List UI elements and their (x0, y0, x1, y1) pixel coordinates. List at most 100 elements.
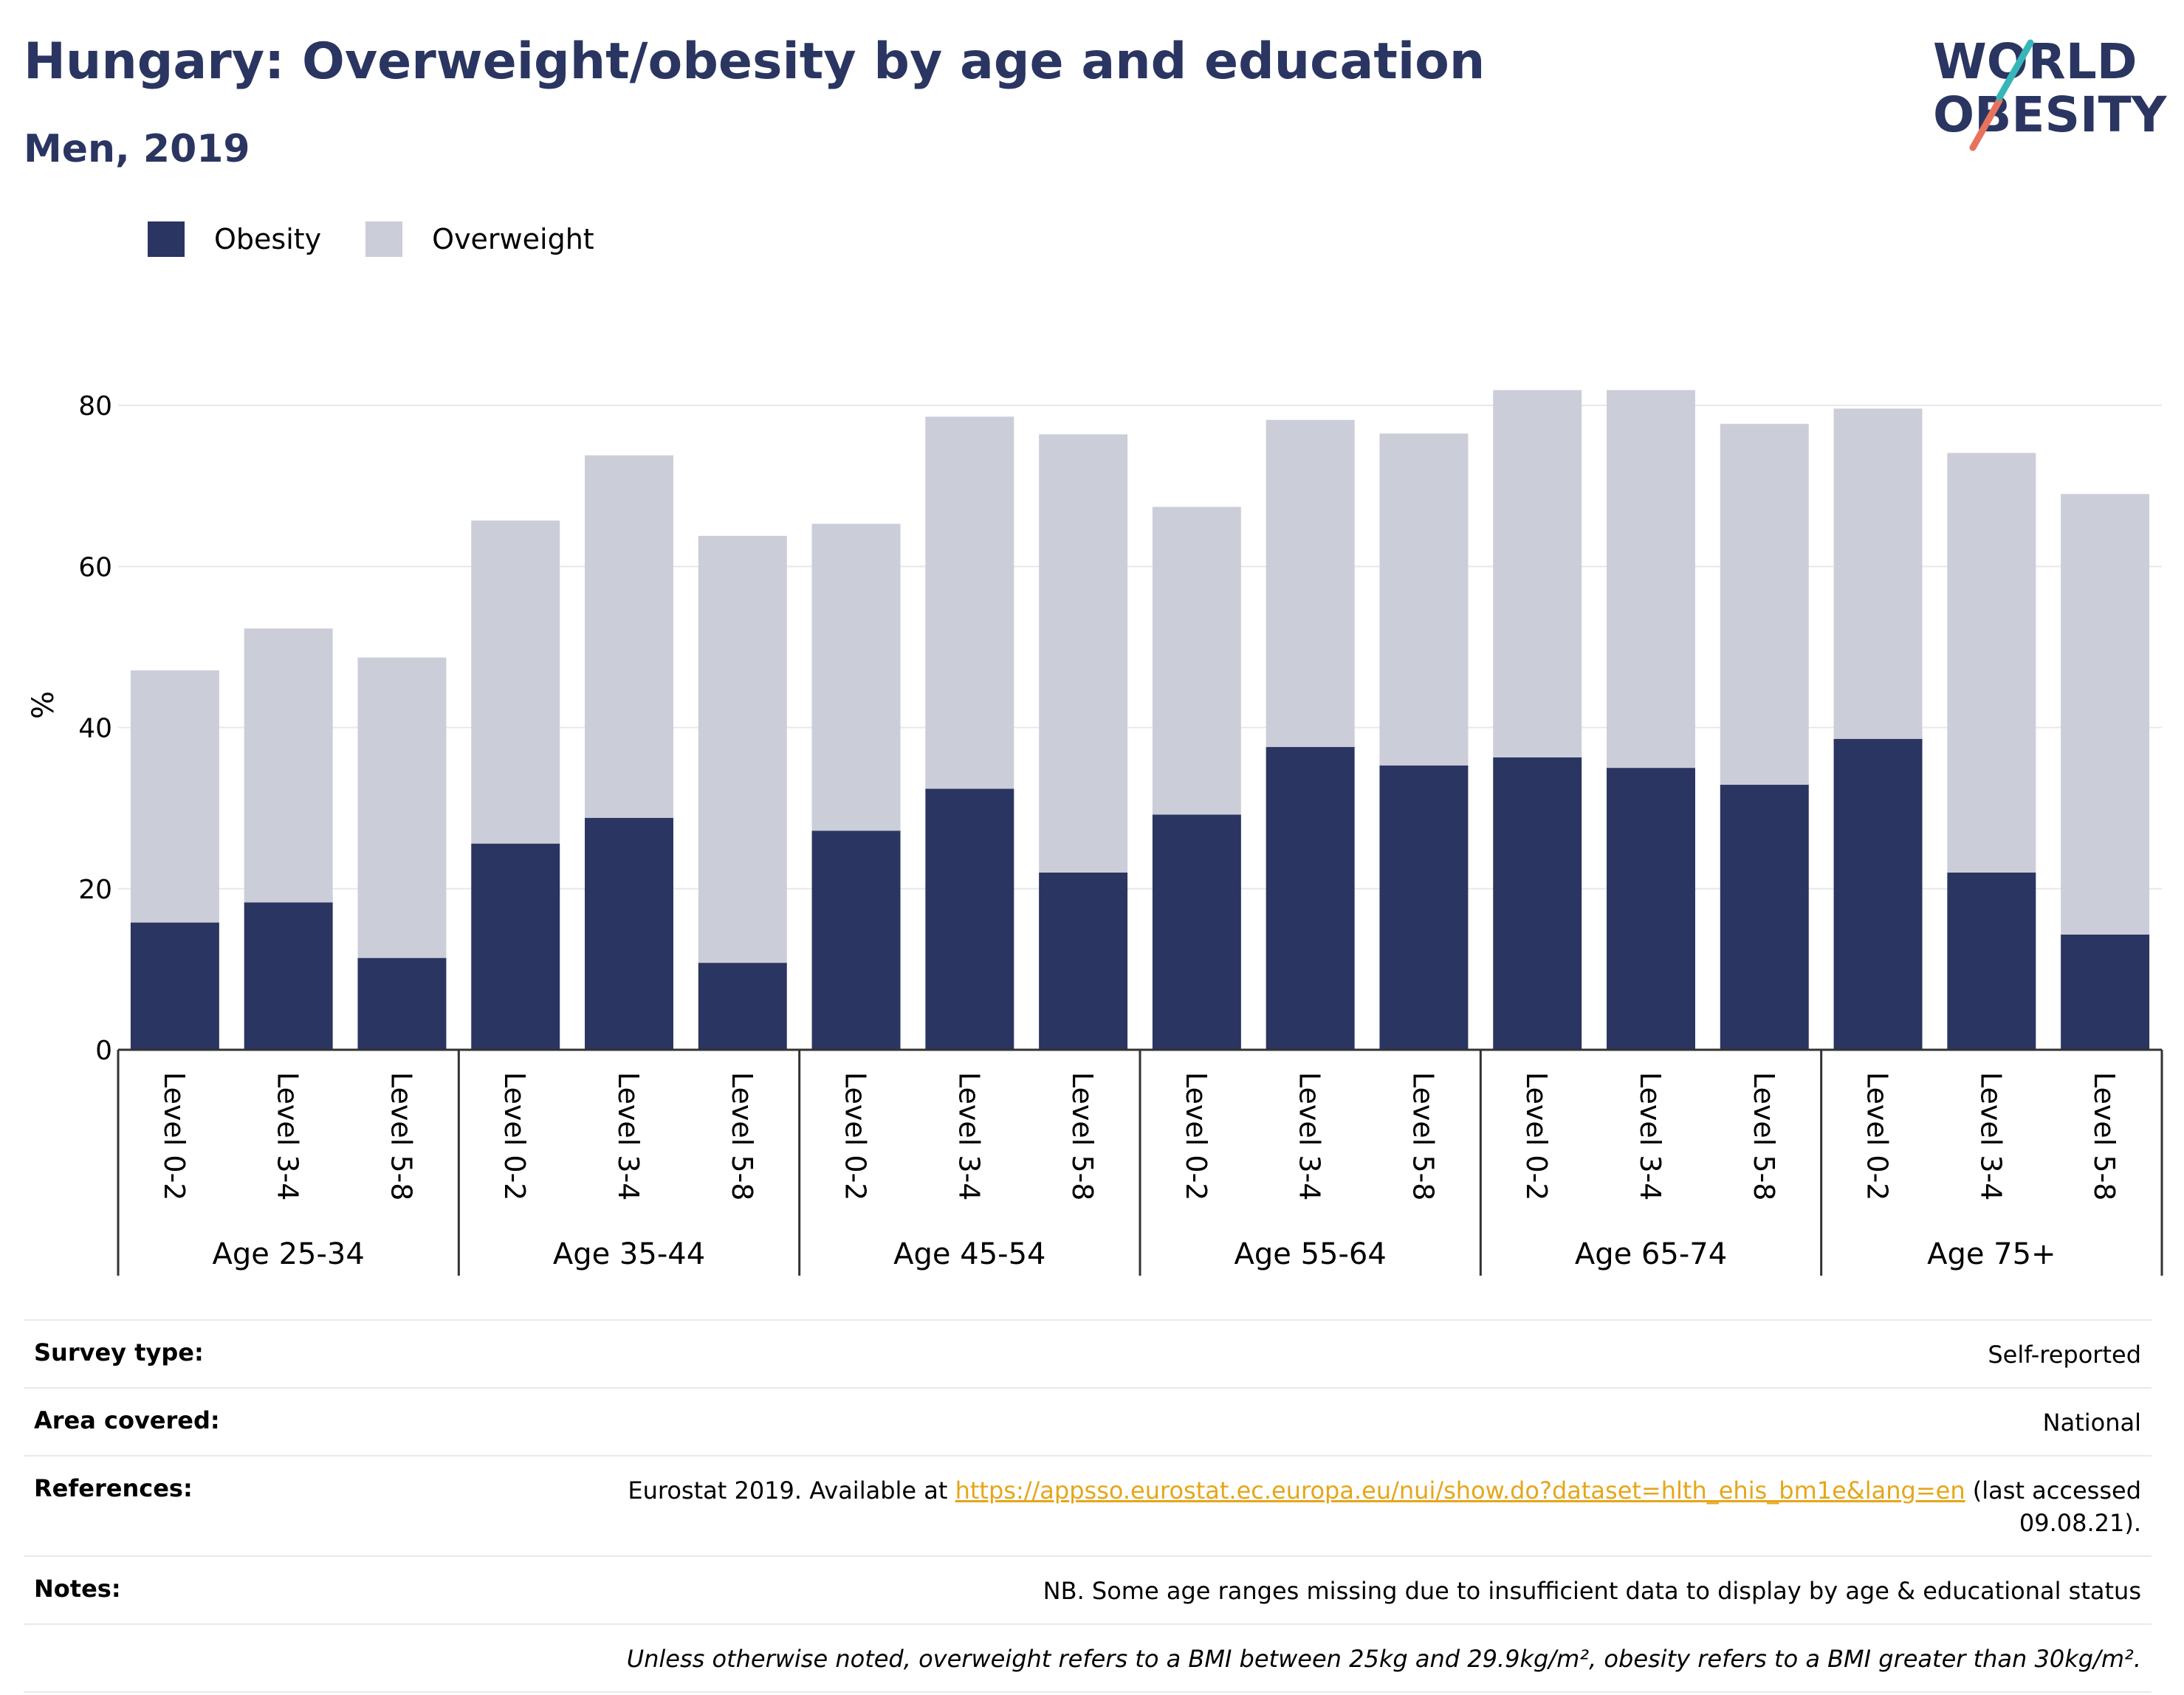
y-axis-label: % (27, 691, 61, 719)
survey-type-value: Self-reported (1988, 1341, 2141, 1369)
world-obesity-logo: WORLD OBESITY (1933, 33, 2168, 151)
bar-overweight (1266, 419, 1355, 747)
bar-obesity (130, 922, 219, 1050)
references-value: Eurostat 2019. Available at https://apps… (628, 1474, 2141, 1539)
bar-overweight (1607, 390, 1695, 769)
logo-slash-coral (1969, 97, 2003, 151)
bar-overweight (1039, 434, 1128, 873)
x-group-label: Age 55-64 (1234, 1237, 1387, 1271)
area-covered-label: Area covered: (34, 1406, 220, 1434)
chart-title: Hungary: Overweight/obesity by age and e… (24, 32, 1486, 91)
info-row-survey-type: Survey type: Self-reported (24, 1319, 2152, 1387)
x-category-label: Level 5-8 (1407, 1072, 1439, 1200)
bar-overweight (1833, 408, 1923, 739)
references-suffix: (last accessed (1965, 1476, 2141, 1505)
bar-overweight (698, 535, 787, 963)
x-category-label: Level 3-4 (1634, 1072, 1666, 1200)
info-row-references: References: Eurostat 2019. Available at … (24, 1455, 2152, 1555)
bar-overweight (357, 657, 447, 958)
bar-overweight (1493, 390, 1582, 757)
bar-obesity (2061, 934, 2150, 1050)
x-category-label: Level 3-4 (1974, 1072, 2007, 1200)
x-category-label: Level 5-8 (2088, 1072, 2121, 1200)
references-prefix: Eurostat 2019. Available at (628, 1476, 955, 1505)
bar-obesity (471, 843, 560, 1050)
x-category-label: Level 3-4 (612, 1072, 645, 1200)
x-category-label: Level 5-8 (1748, 1072, 1780, 1200)
x-category-label: Level 0-2 (1861, 1072, 1894, 1200)
stacked-bar-chart: 0 20 40 60 80% Level 0-2 Level 3-4 Level 5-8 Lev… (27, 390, 2163, 1276)
x-category-label: Level 0-2 (498, 1072, 531, 1200)
references-link[interactable]: https://appsso.eurostat.ec.europa.eu/nui… (955, 1476, 1965, 1505)
bar-overweight (1379, 433, 1469, 766)
x-category-label: Level 5-8 (385, 1072, 417, 1200)
bar-obesity (1947, 872, 2036, 1050)
legend-label-overweight: Overweight (432, 223, 594, 255)
info-row-definition: Unless otherwise noted, overweight refer… (24, 1623, 2152, 1693)
bar-obesity (357, 957, 447, 1050)
bar-overweight (1152, 506, 1241, 815)
bar-overweight (811, 523, 901, 831)
bar-overweight (130, 670, 219, 923)
x-category-label: Level 3-4 (1294, 1072, 1326, 1200)
bar-overweight (1720, 424, 1809, 785)
y-tick-label: 60 (78, 552, 112, 582)
x-group-label: Age 35-44 (553, 1237, 705, 1271)
chart-legend: Obesity Overweight (148, 220, 639, 258)
chart-subtitle: Men, 2019 (24, 127, 250, 171)
bar-obesity (1493, 757, 1582, 1050)
logo-line-1: WORLD (1933, 33, 2137, 90)
bar-overweight (585, 455, 673, 818)
definition-note: Unless otherwise noted, overweight refer… (626, 1645, 2141, 1673)
x-category-label: Level 5-8 (726, 1072, 758, 1200)
bar-obesity (1379, 765, 1469, 1050)
legend-label-obesity: Obesity (214, 223, 322, 255)
bar-obesity (811, 831, 901, 1050)
info-row-notes: Notes: NB. Some age ranges missing due t… (24, 1555, 2152, 1623)
info-table: Survey type: Self-reported Area covered:… (24, 1319, 2152, 1693)
y-tick-label: 80 (78, 391, 112, 422)
x-category-label: Level 0-2 (1180, 1072, 1212, 1200)
x-group-label: Age 75+ (1927, 1237, 2056, 1271)
bar-obesity (1266, 746, 1355, 1050)
x-category-label: Level 0-2 (1520, 1072, 1553, 1200)
bar-overweight (1947, 453, 2036, 873)
references-label: References: (34, 1474, 193, 1502)
bar-obesity (244, 902, 333, 1050)
bar-obesity (585, 817, 673, 1050)
bar-obesity (698, 963, 787, 1050)
y-tick-label: 0 (95, 1036, 112, 1066)
notes-value: NB. Some age ranges missing due to insuf… (1043, 1577, 2141, 1605)
bar-overweight (925, 416, 1014, 789)
bar-obesity (1720, 785, 1809, 1050)
logo-slash-teal (1996, 39, 2034, 101)
x-group-label: Age 25-34 (213, 1237, 365, 1271)
bar-obesity (1607, 768, 1695, 1050)
notes-label: Notes: (34, 1575, 121, 1603)
x-group-label: Age 65-74 (1575, 1237, 1727, 1271)
legend-item-obesity[interactable]: Obesity (148, 221, 321, 257)
area-covered-value: National (2042, 1409, 2141, 1437)
legend-item-overweight[interactable]: Overweight (365, 221, 594, 257)
bar-overweight (244, 628, 333, 903)
bar-obesity (1152, 814, 1241, 1050)
legend-swatch-overweight (365, 221, 403, 257)
x-group-label: Age 45-54 (893, 1237, 1045, 1271)
bar-obesity (1833, 738, 1923, 1050)
x-category-label: Level 0-2 (158, 1072, 190, 1200)
x-category-label: Level 3-4 (272, 1072, 304, 1200)
x-category-label: Level 5-8 (1066, 1072, 1099, 1200)
bar-obesity (925, 788, 1014, 1050)
logo-line-2: OBESITY (1933, 86, 2168, 143)
y-tick-label: 40 (78, 714, 112, 744)
bar-overweight (471, 520, 560, 844)
bar-overweight (2061, 494, 2150, 935)
y-tick-label: 20 (78, 875, 112, 905)
survey-type-label: Survey type: (34, 1338, 204, 1366)
legend-swatch-obesity (148, 221, 185, 257)
bar-obesity (1039, 872, 1128, 1050)
references-line-2: 09.08.21). (2019, 1509, 2141, 1537)
x-category-label: Level 3-4 (952, 1072, 985, 1200)
info-row-area-covered: Area covered: National (24, 1387, 2152, 1455)
x-category-label: Level 0-2 (839, 1072, 872, 1200)
